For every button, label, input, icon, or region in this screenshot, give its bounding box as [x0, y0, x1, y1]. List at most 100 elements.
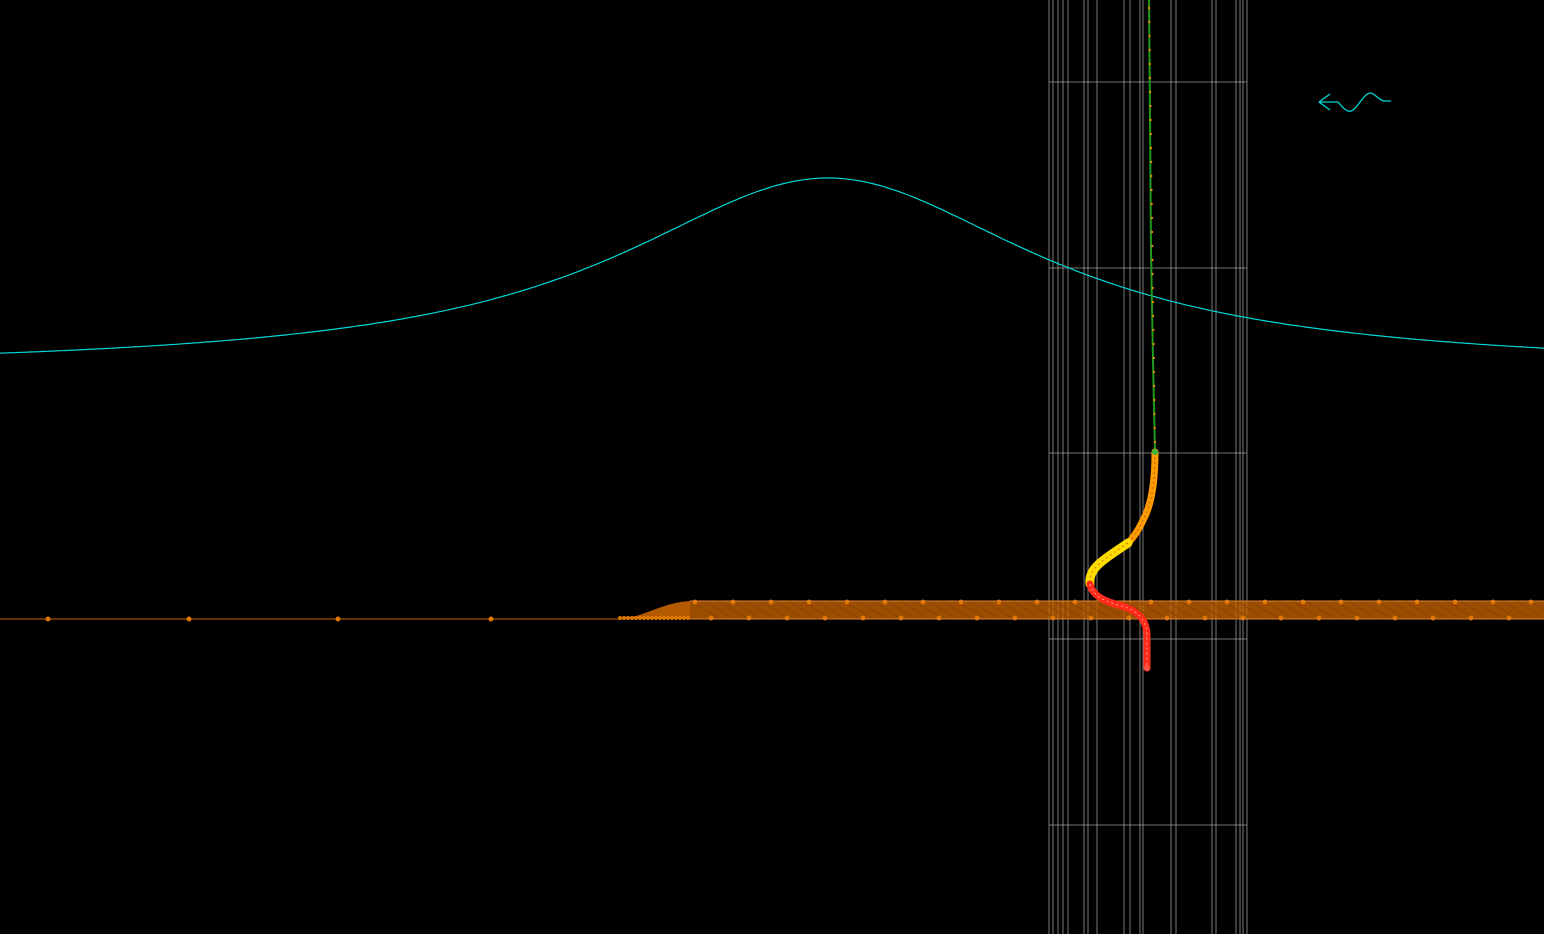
seabed-node — [692, 599, 698, 605]
riser-node — [1152, 356, 1155, 360]
seabed-mesh-line — [1249, 600, 1281, 620]
seabed-mesh — [0, 599, 1544, 622]
seabed-mesh-line — [815, 600, 847, 620]
riser-node — [1153, 426, 1156, 430]
seabed-mesh-line — [1151, 600, 1183, 620]
seabed-mesh-line — [1207, 600, 1239, 620]
seabed-node — [768, 599, 774, 605]
seabed-mesh-line — [1235, 600, 1267, 620]
seabed-mesh-line — [983, 600, 1015, 620]
vessel-grid — [1048, 0, 1248, 934]
riser-node — [1153, 412, 1156, 416]
seabed-node — [1392, 615, 1398, 621]
seabed-mesh-line — [717, 600, 749, 620]
seabed-mesh-line — [801, 600, 833, 620]
riser-node — [1152, 370, 1155, 374]
riser-end-node — [1144, 665, 1150, 671]
seabed-mesh-line — [1263, 600, 1295, 620]
riser-node — [1151, 230, 1154, 234]
seabed-node — [974, 615, 980, 621]
seabed-mesh-line — [1277, 600, 1309, 620]
seabed-node — [674, 616, 678, 620]
seabed-mesh-line — [731, 600, 763, 620]
seabed-node — [1506, 615, 1512, 621]
seabed-node — [666, 616, 670, 620]
seabed-mesh-line — [1515, 600, 1544, 619]
wave-direction-icon — [1318, 92, 1391, 112]
riser-upper-section — [1148, 0, 1156, 453]
seabed-node — [1262, 599, 1268, 605]
seabed-mesh-line — [773, 600, 805, 620]
seabed-node — [650, 616, 654, 620]
seabed-mesh-line — [1529, 600, 1544, 610]
seabed-mesh-line — [1305, 600, 1337, 620]
seabed-mesh-line — [1165, 600, 1197, 620]
seabed-node — [1338, 599, 1344, 605]
seabed-node — [658, 616, 662, 620]
seabed-node — [1088, 615, 1094, 621]
seabed-mesh-line — [969, 600, 1001, 620]
seabed-mesh-line — [1039, 600, 1071, 620]
seabed-node — [860, 615, 866, 621]
seabed-mesh-line — [703, 600, 735, 620]
riser-buoyancy-nodes — [1089, 542, 1129, 585]
riser-buoyancy-section — [1085, 538, 1133, 589]
seabed-node — [186, 616, 192, 622]
seabed-node — [1528, 599, 1534, 605]
riser-node — [1150, 160, 1153, 164]
seabed-mesh-line — [1417, 600, 1449, 620]
seabed-node — [638, 616, 642, 620]
seabed-node — [1164, 615, 1170, 621]
seabed-node — [1414, 599, 1420, 605]
seabed-node — [488, 616, 494, 622]
seabed-node — [682, 616, 686, 620]
seabed-mesh-line — [759, 600, 791, 620]
seabed-node — [936, 615, 942, 621]
riser-node — [1149, 90, 1152, 94]
seabed-mesh-line — [1025, 600, 1057, 620]
seabed-node — [996, 599, 1002, 605]
seabed-mesh-line — [1319, 600, 1351, 620]
riser-mid-section — [1124, 448, 1159, 547]
seabed-mesh-line — [927, 600, 959, 620]
riser-node — [1153, 398, 1156, 402]
seabed-node — [730, 599, 736, 605]
seabed-mesh-line — [1053, 600, 1085, 620]
seabed-node — [654, 616, 658, 620]
seabed-node — [335, 616, 341, 622]
seabed-node — [1468, 615, 1474, 621]
riser-node — [1148, 6, 1151, 10]
riser-node — [1152, 314, 1155, 318]
seabed-node — [1300, 599, 1306, 605]
seabed-mesh-line — [1347, 600, 1379, 620]
riser-node — [1148, 20, 1151, 24]
riser-node — [1148, 62, 1151, 66]
seabed-node — [1034, 599, 1040, 605]
seabed-node — [670, 616, 674, 620]
seabed-mesh-line — [1459, 600, 1491, 620]
riser-node — [1148, 76, 1152, 80]
seabed-node — [920, 599, 926, 605]
seabed-mesh-line — [1081, 600, 1113, 620]
seabed-node — [1224, 599, 1230, 605]
riser-node — [1149, 146, 1153, 150]
riser-node — [1148, 48, 1151, 52]
seabed-node — [642, 616, 646, 620]
seabed-node — [1202, 615, 1208, 621]
seabed-node — [1354, 615, 1360, 621]
seabed-mesh-line — [745, 600, 777, 620]
seabed-mesh-line — [1389, 600, 1421, 620]
seabed-mesh-line — [1123, 600, 1155, 620]
seabed-node — [1316, 615, 1322, 621]
riser-node — [1150, 188, 1153, 192]
seabed-mesh-line — [885, 600, 917, 620]
seabed-mesh-line — [857, 600, 889, 620]
seabed-node — [1050, 615, 1056, 621]
seabed-mesh-line — [871, 600, 903, 620]
riser-node — [1149, 132, 1152, 136]
seabed-mesh-line — [829, 600, 861, 620]
riser-node — [1151, 258, 1154, 262]
seabed-node — [708, 615, 714, 621]
